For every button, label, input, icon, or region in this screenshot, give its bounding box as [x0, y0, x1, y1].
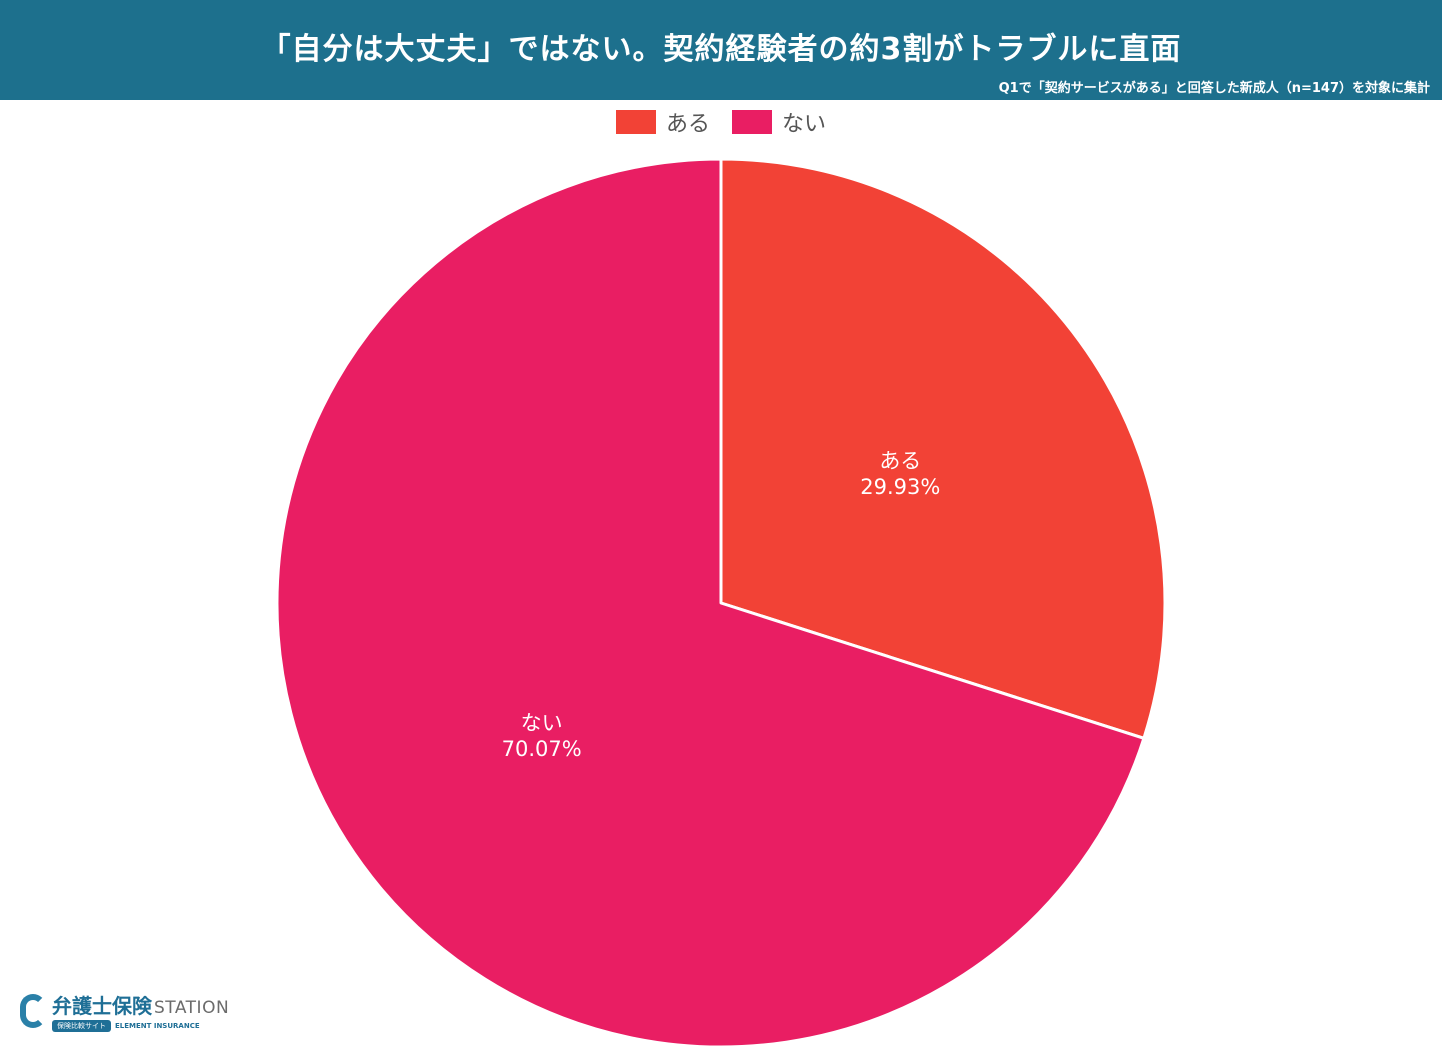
- chart-subtitle: Q1で「契約サービスがある」と回答した新成人（n=147）を対象に集計: [998, 81, 1430, 96]
- legend-label-aru: ある: [665, 112, 710, 137]
- logo-c-icon: [20, 994, 46, 1028]
- logo-tag: 保険比較サイト: [52, 1020, 111, 1032]
- legend-swatch-nai: [732, 110, 772, 134]
- logo-name-en: STATION: [154, 998, 230, 1018]
- legend-item-nai[interactable]: ない: [732, 106, 826, 138]
- header-bar: 「自分は大丈夫」ではない。契約経験者の約3割がトラブルに直面 Q1で「契約サービ…: [0, 0, 1442, 100]
- legend-item-aru[interactable]: ある: [615, 106, 710, 138]
- legend: ある ない: [0, 106, 1442, 138]
- pie-slice-aru[interactable]: [719, 157, 1167, 740]
- slice-value-label-aru: 29.93%: [860, 475, 940, 499]
- slice-value-label-nai: 70.07%: [502, 737, 582, 761]
- pie-slice-nai[interactable]: [275, 157, 1146, 1049]
- chart-title: 「自分は大丈夫」ではない。契約経験者の約3割がトラブルに直面: [260, 32, 1182, 67]
- logo-name-jp: 弁護士保険: [52, 994, 152, 1018]
- legend-swatch-aru: [615, 110, 656, 134]
- brand-logo[interactable]: 弁護士保険 STATION 保険比較サイト ELEMENT INSURANCE: [20, 990, 229, 1032]
- slice-name-label-aru: ある: [879, 449, 921, 473]
- legend-label-nai: ない: [782, 112, 827, 137]
- logo-tagline: ELEMENT INSURANCE: [115, 1022, 200, 1030]
- slice-name-label-nai: ない: [521, 711, 563, 735]
